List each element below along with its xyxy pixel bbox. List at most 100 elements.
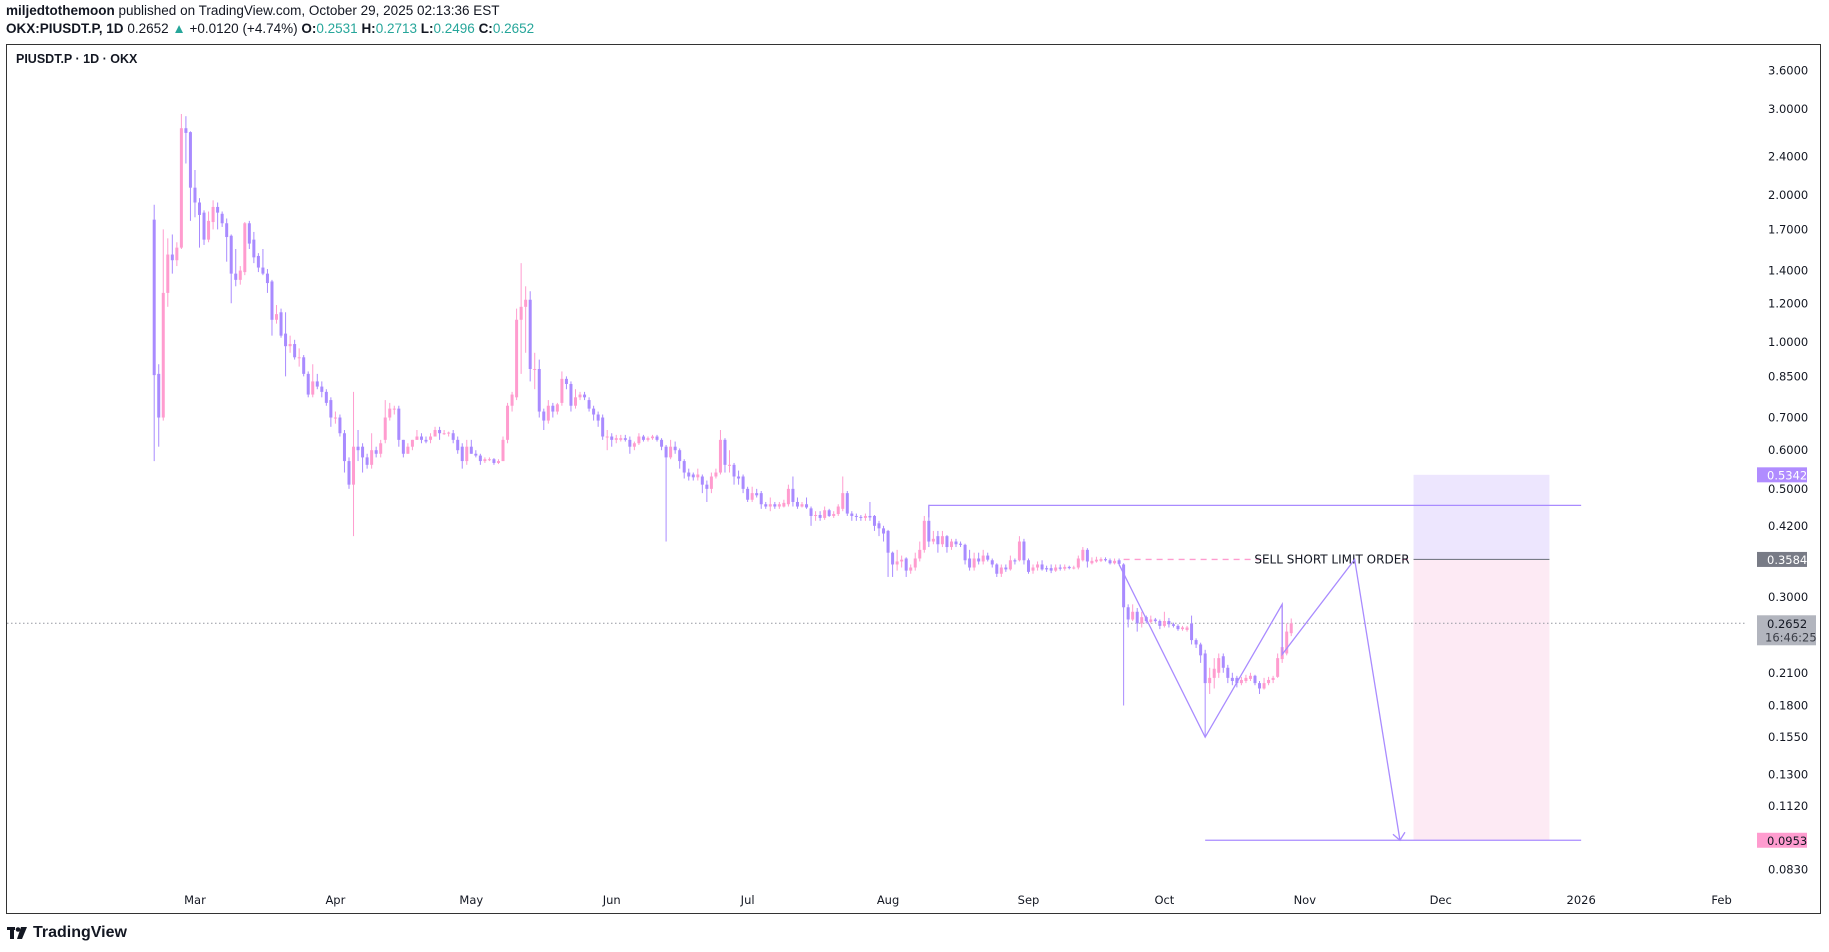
candle-body	[533, 369, 537, 371]
candle-body	[166, 254, 170, 293]
candle-body	[709, 476, 713, 489]
candle-body	[515, 319, 519, 398]
candle	[1262, 677, 1266, 690]
candle	[1094, 556, 1098, 563]
price-change: +0.0120 (+4.74%)	[189, 21, 298, 36]
candle-body	[1140, 617, 1144, 624]
chart-frame[interactable]	[6, 44, 1821, 914]
candle	[882, 525, 886, 542]
candle	[1208, 667, 1212, 694]
candle-body	[179, 128, 183, 248]
candle	[981, 549, 985, 565]
candle-body	[419, 436, 423, 440]
candle	[931, 530, 935, 545]
author-name[interactable]: miljedtothemoon	[6, 3, 115, 18]
candle	[379, 439, 383, 458]
candle	[370, 433, 374, 469]
candle	[1140, 611, 1144, 628]
candle-body	[1158, 621, 1162, 626]
price-tick-label: 0.4200	[1768, 519, 1808, 533]
candle-body	[569, 383, 573, 406]
candle	[592, 405, 596, 421]
candle	[841, 476, 845, 512]
candle	[732, 462, 736, 485]
candle-body	[691, 474, 695, 478]
candle-body	[1017, 541, 1021, 561]
candle-body	[954, 541, 958, 545]
candle	[1267, 676, 1271, 686]
candle-body	[438, 429, 442, 434]
candle	[954, 538, 958, 548]
candle	[1190, 615, 1194, 645]
candle-body	[510, 394, 514, 406]
candle	[220, 211, 224, 227]
candle	[1167, 617, 1171, 628]
candle-body	[220, 213, 224, 224]
candle	[211, 200, 215, 230]
candle-body	[646, 438, 650, 440]
candle	[1117, 558, 1121, 566]
candle	[1285, 623, 1289, 656]
candle	[365, 453, 369, 469]
candle-body	[188, 132, 192, 188]
candle	[619, 434, 623, 442]
candle-body	[370, 450, 374, 465]
candle-body	[632, 443, 636, 447]
candle-body	[451, 433, 455, 440]
candle-body	[528, 299, 532, 370]
candle-body	[1126, 607, 1130, 620]
candle	[569, 381, 573, 412]
candle-body	[410, 439, 414, 447]
candle-body	[832, 514, 836, 516]
candle-body	[886, 530, 890, 553]
candle	[1081, 547, 1085, 562]
candle-body	[1026, 560, 1030, 572]
candle	[1054, 564, 1058, 572]
candle-body	[1253, 675, 1257, 684]
candle-body	[1058, 567, 1062, 569]
close-value: 0.2652	[492, 21, 535, 36]
candle-body	[764, 504, 768, 507]
candle	[247, 220, 251, 249]
time-tick-label: Dec	[1430, 893, 1452, 907]
published-text: published on TradingView.com, October 29…	[118, 3, 500, 18]
candle-body	[669, 446, 673, 458]
candle-body	[429, 436, 433, 440]
candle	[234, 248, 238, 287]
candle-body	[433, 429, 437, 437]
candle	[1008, 555, 1012, 571]
price-tick-label: 0.7000	[1768, 411, 1808, 425]
candle-body	[302, 357, 306, 374]
candle	[284, 312, 288, 377]
candle	[768, 497, 772, 512]
candle-body	[968, 558, 972, 568]
candle-body	[1230, 677, 1234, 681]
price-tick-label: 1.4000	[1768, 264, 1808, 278]
candle-body	[587, 400, 591, 409]
stop-loss-zone	[1413, 474, 1550, 560]
time-tick-label: Jun	[602, 893, 621, 907]
candle	[506, 402, 510, 444]
candle	[256, 253, 260, 273]
candle	[329, 397, 333, 427]
candle	[632, 441, 636, 451]
candle-body	[850, 513, 854, 516]
candle-body	[247, 223, 251, 244]
candle	[723, 438, 727, 473]
candle-body	[1239, 679, 1243, 684]
candle-body	[229, 235, 233, 274]
candle	[795, 497, 799, 509]
candle	[487, 457, 491, 462]
candle	[419, 433, 423, 444]
candle	[759, 490, 763, 509]
low-value: 0.2496	[433, 21, 475, 36]
candle-body	[637, 436, 641, 444]
candle	[623, 434, 627, 442]
candle	[1149, 615, 1153, 624]
candle	[1244, 674, 1248, 684]
candle-body	[841, 493, 845, 509]
candle-body	[1203, 653, 1207, 684]
candle	[474, 450, 478, 458]
candle	[628, 436, 632, 454]
